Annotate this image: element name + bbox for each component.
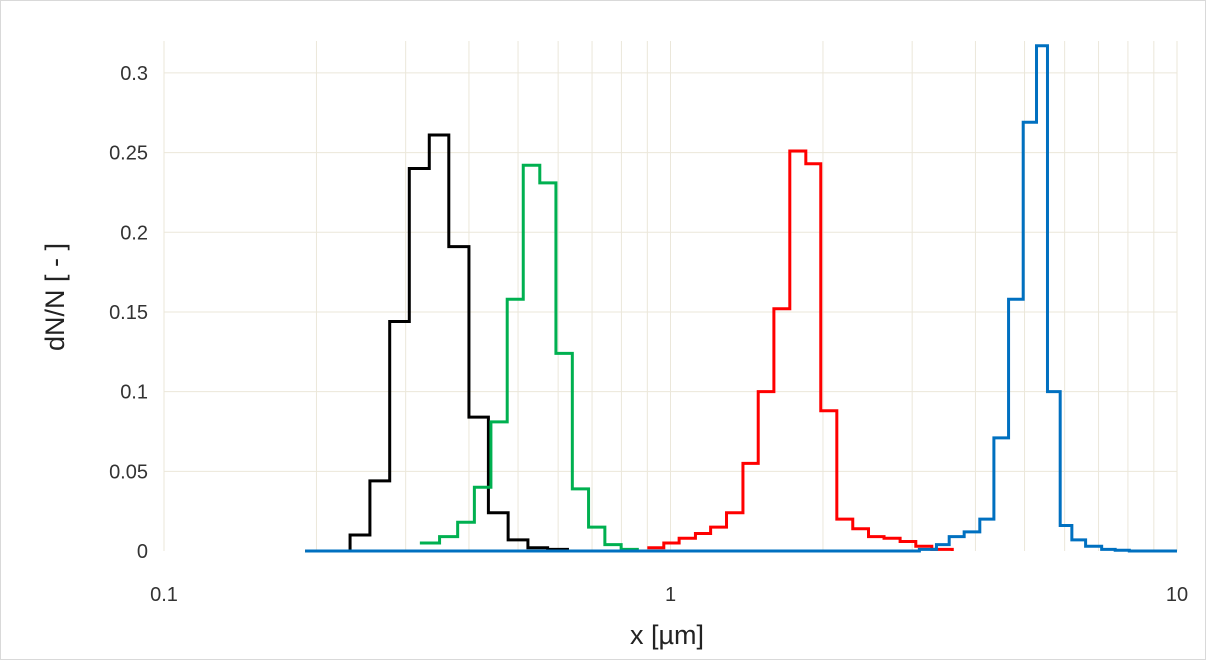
y-tick-label: 0.25 <box>109 143 148 165</box>
series-line-3 <box>647 149 954 551</box>
y-axis-title: dN/N [ - ] <box>40 243 70 351</box>
x-tick-label: 1 <box>665 584 676 606</box>
y-tick-label: 0 <box>137 541 148 563</box>
plot-series <box>305 44 1177 553</box>
y-tick-label: 0.3 <box>120 63 148 85</box>
y-tick-label: 0.1 <box>120 382 148 404</box>
x-tick-label: 10 <box>1166 584 1188 606</box>
gridlines <box>163 41 1178 551</box>
y-tick-label: 0.15 <box>109 302 148 324</box>
axes: 0 0.05 0.1 0.15 0.2 0.25 0.3 0.1 1 10 <box>109 63 1188 606</box>
y-tick-label: 0.05 <box>109 461 148 483</box>
series-line-2 <box>419 163 639 551</box>
x-tick-label: 0.1 <box>150 584 178 606</box>
y-tick-label: 0.2 <box>120 222 148 244</box>
series-line-1 <box>305 133 569 553</box>
series-line-4 <box>305 44 1177 553</box>
x-axis-title: x [µm] <box>630 620 704 650</box>
